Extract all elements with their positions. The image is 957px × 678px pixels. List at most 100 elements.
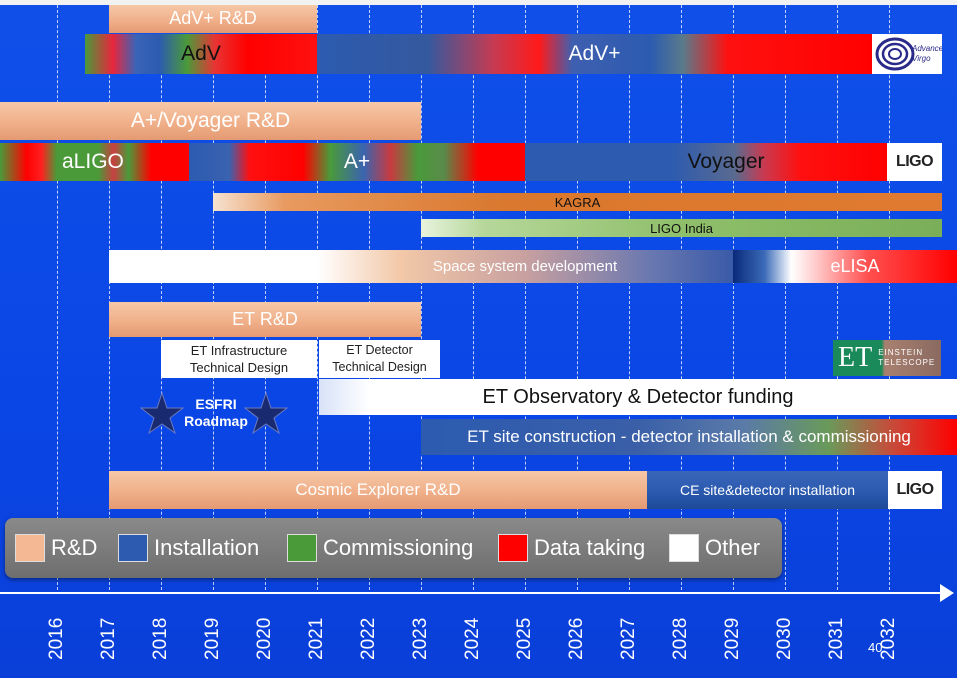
ligo-logo-bottom-text: LIGO [896, 481, 934, 498]
ligo-logo-top-text: LIGO [895, 153, 934, 170]
et-logo-mark: ET [838, 342, 873, 373]
legend-swatch-installation [118, 534, 148, 562]
et-infrastructure-line1: ET Infrastructure [190, 343, 288, 358]
legend-item-data-taking: Data taking [498, 532, 645, 564]
bar-et-funding: ET Observatory & Detector funding [319, 379, 957, 415]
bar-voyager: Voyager [525, 143, 887, 181]
legend: R&D Installation Commissioning Data taki… [5, 518, 782, 578]
bar-aligo-label: aLIGO [62, 150, 124, 173]
legend-item-commissioning: Commissioning [287, 532, 473, 564]
bar-kagra-label: KAGRA [554, 194, 601, 210]
gridline-2032 [889, 5, 890, 590]
gridline-2026 [577, 5, 578, 590]
year-label: 2024 [462, 617, 483, 660]
bar-adv-plus-label: AdV+ [568, 42, 621, 65]
advanced-virgo-text-1: Advanced [912, 44, 942, 53]
bar-et-funding-label: ET Observatory & Detector funding [482, 385, 794, 408]
year-label: 2025 [514, 617, 535, 660]
esfri-line1: ESFRI [195, 396, 237, 412]
einstein-text-1: EINSTEIN [878, 348, 924, 357]
bar-et-site-construction: ET site construction - detector installa… [421, 419, 957, 455]
gridline-2022 [369, 5, 370, 590]
et-detector-line2: Technical Design [332, 360, 427, 374]
star-icon [140, 392, 184, 434]
legend-label-installation: Installation [154, 535, 260, 560]
legend-item-installation: Installation [118, 532, 259, 564]
bar-aligo: aLIGO [0, 143, 189, 181]
gridline-2027 [629, 5, 630, 590]
year-label: 2020 [254, 617, 275, 660]
year-label: 2030 [774, 617, 795, 660]
et-detector-design: ET Detector Technical Design [319, 340, 440, 378]
advanced-virgo-text-2: Virgo [912, 54, 931, 63]
gridline-2029 [733, 5, 734, 590]
legend-label-commissioning: Commissioning [323, 535, 474, 560]
advanced-virgo-logo: Advanced Virgo [872, 34, 942, 74]
et-detector-line1: ET Detector [346, 343, 413, 357]
gridline-2030 [785, 5, 786, 590]
gridline-2018 [161, 5, 162, 590]
bar-et-rd-label: ET R&D [232, 309, 298, 329]
bar-adv-plus-rd-label: AdV+ R&D [169, 8, 257, 28]
axis-arrow-icon [940, 584, 954, 602]
bar-voyager-label: Voyager [687, 150, 765, 173]
esfri-roadmap-label: ESFRI Roadmap [176, 396, 256, 430]
gridline-2020 [265, 5, 266, 590]
gridline-2023 [421, 5, 422, 590]
bar-kagra: KAGRA [213, 193, 942, 211]
year-label: 2016 [46, 617, 67, 660]
et-infrastructure-design: ET Infrastructure Technical Design [161, 340, 317, 378]
year-label: 2021 [306, 617, 327, 660]
year-label: 2022 [358, 617, 379, 660]
bar-ce-site-installation-label: CE site&detector installation [679, 482, 856, 498]
bar-space-system-development-label: Space system development [432, 258, 618, 275]
legend-label-data-taking: Data taking [534, 535, 646, 560]
ligo-logo-top: LIGO [887, 143, 942, 181]
bar-space-system-development: Space system development [317, 250, 733, 283]
gridline-2021 [317, 5, 318, 590]
year-label: 2028 [670, 617, 691, 660]
einstein-telescope-logo: ET EINSTEIN TELESCOPE [833, 340, 941, 376]
legend-label-rd: R&D [51, 535, 98, 560]
year-label: 2018 [150, 617, 171, 660]
einstein-text-2: TELESCOPE [878, 358, 936, 367]
page-number: 40 [868, 640, 883, 655]
bar-aplus-label: A+ [343, 150, 371, 173]
bar-aplus-voyager-rd-label: A+/Voyager R&D [130, 109, 291, 132]
legend-swatch-other [669, 534, 699, 562]
bar-aplus: A+ [189, 143, 525, 181]
gridline-2031 [837, 5, 838, 590]
legend-item-other: Other [669, 532, 760, 564]
bar-elisa-label: eLISA [830, 256, 880, 276]
bar-cosmic-explorer-rd: Cosmic Explorer R&D [109, 471, 647, 509]
bar-et-site-construction-label: ET site construction - detector installa… [467, 427, 911, 446]
bar-cosmic-explorer-rd-label: Cosmic Explorer R&D [295, 480, 461, 499]
gridline-2024 [473, 5, 474, 590]
top-border [0, 0, 957, 5]
star-icon [244, 392, 288, 434]
ligo-logo-bottom: LIGO [888, 471, 942, 509]
legend-swatch-commissioning [287, 534, 317, 562]
gridline-2028 [681, 5, 682, 590]
bar-elisa: eLISA [733, 250, 957, 283]
bar-adv: AdV [85, 34, 317, 74]
bar-adv-plus-rd: AdV+ R&D [109, 5, 317, 33]
bar-aplus-voyager-rd: A+/Voyager R&D [0, 102, 421, 140]
year-label: 2023 [410, 617, 431, 660]
bar-ce-site-installation: CE site&detector installation [647, 471, 888, 509]
legend-swatch-data-taking [498, 534, 528, 562]
bar-et-rd: ET R&D [109, 302, 421, 337]
bar-lisa-other [109, 250, 317, 283]
legend-item-rd: R&D [15, 532, 97, 564]
legend-swatch-rd [15, 534, 45, 562]
bar-adv-label: AdV [181, 42, 221, 65]
year-label: 2017 [98, 617, 119, 660]
year-label: 2029 [722, 617, 743, 660]
virgo-swirl-icon [875, 37, 915, 71]
bar-ligo-india-label: LIGO India [650, 220, 713, 236]
year-label: 2019 [202, 617, 223, 660]
bar-ligo-india: LIGO India [421, 219, 942, 237]
legend-label-other: Other [705, 535, 761, 560]
gridline-2025 [525, 5, 526, 590]
year-label: 2027 [618, 617, 639, 660]
